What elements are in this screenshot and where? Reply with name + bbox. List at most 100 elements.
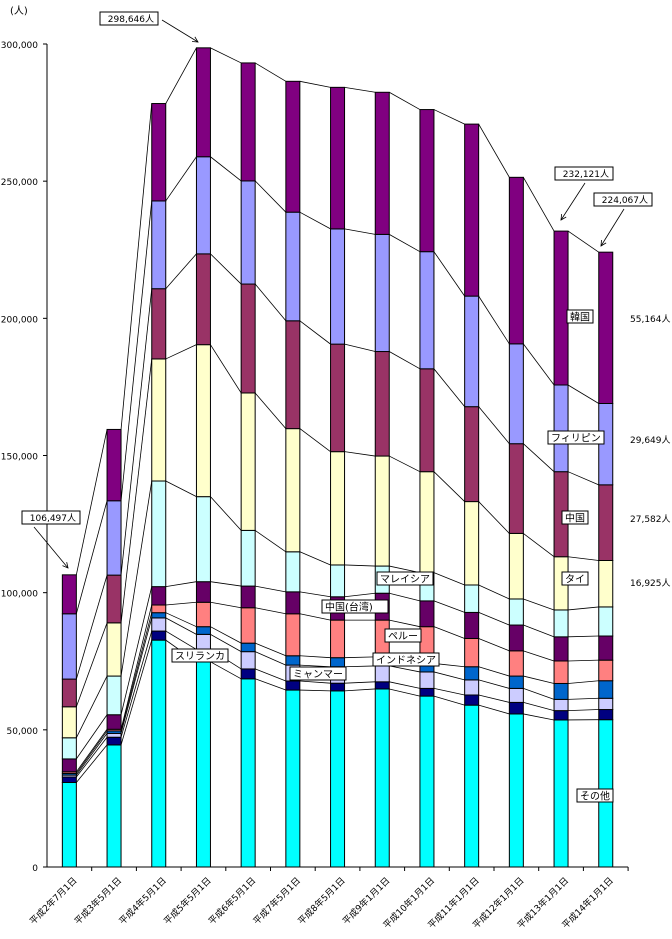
series-connector-line	[120, 617, 153, 734]
series-connector-line	[165, 344, 197, 360]
series-connector-line	[478, 638, 510, 652]
series-connector-line	[76, 729, 108, 773]
bar-segment-8	[419, 368, 435, 473]
arrow-head-icon	[191, 36, 199, 43]
series-connector-line	[210, 634, 242, 652]
series-connector-line	[210, 496, 242, 531]
series-connector-line	[76, 714, 108, 760]
bar-segment-0	[464, 704, 480, 868]
y-tick-label: 150,000	[1, 453, 38, 463]
series-connector-line	[120, 288, 153, 576]
series-connector-line	[389, 665, 421, 673]
bar-segment-5	[240, 585, 256, 609]
latest-value-label: 29,649人	[630, 435, 671, 446]
series-connector-line	[254, 530, 287, 553]
series-label: インドネシア	[376, 655, 436, 667]
series-connector-line	[344, 688, 376, 692]
bar-segment-1	[240, 668, 256, 680]
bar-segment-4	[464, 637, 480, 668]
series-connector-line	[344, 592, 376, 598]
series-connector-line	[120, 103, 153, 430]
series-connector-line	[76, 736, 108, 778]
series-label-box	[561, 571, 589, 586]
total-callout-box	[593, 192, 653, 207]
series-connector-line	[120, 480, 153, 677]
y-tick-label: 250,000	[1, 178, 38, 188]
bar-segment-1	[374, 681, 390, 690]
x-tick-label: 平成9年1月1日	[340, 875, 392, 927]
series-connector-line	[478, 612, 510, 626]
bar-segment-6	[151, 480, 167, 588]
series-connector-line	[299, 680, 331, 684]
series-connector-line	[523, 177, 555, 232]
series-connector-line	[75, 429, 108, 575]
series-connector-line	[165, 156, 197, 202]
bar-segment-10	[240, 62, 256, 182]
series-connector-line	[433, 368, 465, 407]
series-connector-line	[523, 598, 555, 611]
bar-segment-5	[464, 611, 480, 639]
bar-segment-9	[61, 613, 77, 680]
series-connector-line	[478, 694, 510, 703]
series-connector-line	[254, 180, 287, 213]
bar-segment-5	[61, 758, 77, 773]
series-label-box	[372, 652, 440, 667]
series-connector-line	[389, 234, 421, 253]
bar-segment-4	[151, 604, 167, 614]
series-connector-line	[255, 668, 286, 682]
x-tick-label: 平成3年5月1日	[72, 875, 124, 927]
x-tick-label: 平成8年5月1日	[295, 875, 347, 927]
series-connector-line	[344, 343, 376, 352]
bar-segment-1	[61, 776, 77, 784]
bar-segment-7	[508, 532, 524, 600]
bar-segment-2	[508, 687, 524, 703]
series-connector-line	[478, 295, 510, 345]
series-connector-line	[299, 211, 331, 230]
series-label: ミャンマー	[293, 670, 343, 681]
series-connector-line	[478, 666, 510, 677]
y-axis-unit-label: (人)	[10, 5, 28, 17]
bar-segment-4	[330, 619, 346, 659]
series-connector-line	[120, 358, 153, 623]
series-connector-line	[344, 86, 376, 93]
series-connector-line	[433, 695, 465, 706]
bar-segment-7	[240, 392, 256, 531]
series-connector-line	[568, 680, 599, 684]
bar-segment-3	[598, 680, 614, 699]
series-label-box	[289, 666, 347, 681]
series-connector-line	[299, 80, 331, 88]
bar-segment-0	[374, 688, 390, 868]
bar-segment-2	[374, 665, 390, 683]
x-tick-label: 平成5年5月1日	[161, 875, 213, 927]
total-callout-arrow	[33, 526, 69, 569]
series-connector-line	[165, 617, 197, 635]
series-label-box	[171, 648, 229, 663]
series-connector-line	[389, 681, 421, 689]
series-connector-line	[210, 253, 242, 285]
series-connector-line	[165, 253, 197, 289]
bar-segment-8	[106, 574, 122, 624]
total-callout-label: 224,067人	[602, 195, 648, 206]
series-connector-line	[254, 392, 287, 429]
series-connector-line	[344, 564, 376, 567]
series-connector-line	[299, 613, 331, 621]
series-connector-line	[210, 661, 242, 680]
bar-segment-8	[285, 320, 301, 430]
bar-segment-10	[464, 123, 480, 297]
arrow-head-icon	[62, 562, 69, 569]
series-label: マレイシア	[380, 575, 430, 586]
series-connector-line	[433, 109, 465, 125]
bar-segment-4	[195, 601, 211, 628]
bar-segment-6	[464, 584, 480, 613]
bar-segment-9	[151, 200, 167, 290]
series-connector-line	[523, 702, 555, 712]
y-tick-label: 100,000	[1, 590, 38, 600]
series-connector-line	[299, 664, 331, 668]
x-tick-label: 平成6年5月1日	[206, 875, 258, 927]
series-connector-line	[255, 585, 286, 593]
y-tick-label: 0	[32, 864, 38, 874]
bar-segment-7	[419, 471, 435, 574]
bar-segment-9	[419, 251, 435, 370]
arrow-head-icon	[560, 213, 567, 221]
